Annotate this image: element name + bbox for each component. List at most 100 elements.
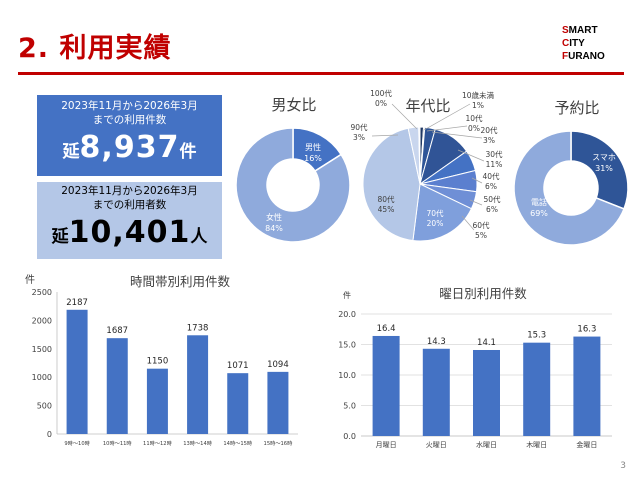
total-users-unit: 人: [190, 227, 208, 247]
leader-line-4: [471, 177, 483, 184]
slice-label-8: 80代: [377, 194, 395, 204]
y-tick-label-4: 20.0: [338, 310, 356, 319]
data-label-1: 1687: [106, 326, 128, 336]
slice-label-10: 100代: [370, 88, 392, 98]
leader-line-5: [469, 199, 483, 206]
y-tick-label-1: 500: [37, 402, 52, 411]
slice-label-1: 10代: [465, 113, 483, 123]
pie-slice-10: [418, 126, 421, 185]
x-tick-label-2: 11時～12時: [143, 440, 172, 447]
leader-line-0: [423, 103, 471, 131]
slice-value-8: 45%: [378, 205, 395, 214]
x-tick-label-1: 火曜日: [426, 441, 447, 449]
bar-4: [227, 373, 249, 434]
pie-slice-7: [412, 183, 473, 242]
slice-label-2: 20代: [480, 125, 498, 135]
slice-value-0: 31%: [595, 164, 613, 173]
total-uses-unit: 件: [179, 142, 197, 162]
chart-title: 時間帯別利用件数: [130, 274, 231, 289]
total-users-label-2: までの利用者数: [92, 199, 167, 211]
bar-4: [573, 336, 601, 436]
y-axis-unit: 件: [343, 290, 351, 300]
bar-2: [146, 368, 168, 434]
bar-5: [267, 371, 289, 434]
y-tick-label-4: 2000: [32, 316, 52, 325]
y-tick-label-3: 15.0: [338, 341, 356, 350]
data-label-4: 1071: [227, 361, 249, 371]
y-axis-unit: 件: [25, 274, 35, 286]
y-tick-label-0: 0.0: [343, 432, 356, 441]
x-tick-label-2: 水曜日: [476, 440, 497, 449]
data-label-3: 1738: [187, 323, 209, 333]
y-tick-label-2: 1000: [32, 373, 52, 382]
slice-label-0: 10歳未満: [462, 90, 495, 100]
leader-line-10: [391, 103, 418, 130]
bar-0: [66, 309, 88, 434]
bar-1: [422, 348, 450, 436]
bar-3: [523, 342, 551, 436]
logo-line-city: CITY: [562, 38, 585, 49]
slice-value-3: 11%: [486, 160, 503, 169]
leader-line-6: [461, 215, 475, 231]
slice-label-9: 90代: [350, 122, 368, 132]
x-tick-label-5: 15時～16時: [264, 440, 293, 447]
slice-label-0: 男性: [305, 142, 321, 152]
title-divider: [18, 72, 624, 75]
slide-title: 2. 利用実績: [18, 33, 172, 64]
chart-title: 年代比: [405, 97, 450, 115]
slice-label-3: 30代: [485, 149, 503, 159]
slice-value-0: 16%: [304, 154, 322, 163]
page-number: 3: [620, 461, 626, 471]
data-label-0: 2187: [66, 298, 88, 308]
leader-line-3: [457, 149, 485, 162]
total-uses-box: 2023年11月から2026年3月 までの利用件数 延8,937件: [37, 95, 222, 176]
data-label-2: 1150: [147, 357, 169, 367]
x-tick-label-3: 木曜日: [526, 440, 547, 449]
pie-slice-0: [570, 130, 629, 210]
total-uses-value-row: 延8,937件: [37, 130, 222, 165]
total-uses-prefix: 延: [62, 142, 80, 162]
slice-value-7: 20%: [427, 219, 444, 228]
slice-value-10: 0%: [375, 99, 387, 108]
data-label-4: 16.3: [577, 325, 596, 335]
bar-0: [372, 335, 400, 436]
bar-3: [187, 335, 209, 434]
smart-city-furano-logo: SMART CITY FURANO: [562, 24, 605, 63]
logo-line-smart: SMART: [562, 25, 598, 36]
total-uses-label-1: 2023年11月から2026年3月: [61, 100, 198, 112]
logo-rest-smart: MART: [568, 25, 598, 36]
x-tick-label-4: 金曜日: [576, 440, 597, 449]
slice-value-1: 69%: [530, 209, 548, 218]
data-label-1: 14.3: [427, 337, 446, 347]
pie-slice-1: [513, 130, 625, 246]
y-tick-label-1: 5.0: [343, 402, 356, 411]
slice-value-5: 6%: [486, 205, 498, 214]
total-users-value-row: 延10,401人: [37, 215, 222, 250]
x-tick-label-0: 9時～10時: [64, 440, 89, 447]
slice-label-6: 60代: [472, 220, 490, 230]
chart-title: 予約比: [554, 99, 599, 117]
pie-slice-1: [235, 127, 351, 243]
slice-label-1: 女性: [266, 212, 282, 222]
chart-title: 男女比: [271, 96, 316, 114]
slice-label-0: スマホ: [592, 153, 616, 162]
chart-title: 曜日別利用件数: [439, 286, 527, 301]
total-users-label-1: 2023年11月から2026年3月: [61, 185, 198, 197]
slice-value-9: 3%: [353, 133, 365, 142]
x-tick-label-0: 月曜日: [376, 441, 397, 449]
slice-value-6: 5%: [475, 231, 487, 240]
slice-value-4: 6%: [485, 182, 497, 191]
data-label-5: 1094: [267, 360, 289, 370]
slice-value-1: 84%: [265, 224, 283, 233]
x-tick-label-3: 13時～14時: [183, 440, 212, 447]
data-label-3: 15.3: [527, 331, 546, 341]
slice-label-5: 50代: [483, 194, 501, 204]
total-users-value: 10,401: [68, 215, 191, 250]
y-tick-label-2: 10.0: [338, 371, 356, 380]
slice-label-4: 40代: [482, 171, 500, 181]
